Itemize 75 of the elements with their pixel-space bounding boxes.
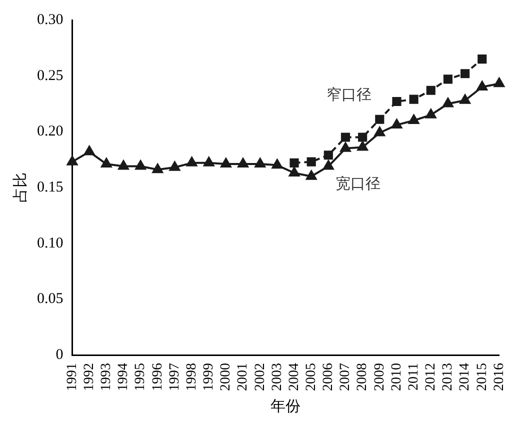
point [460,94,470,104]
point [374,126,385,136]
y-tick-label: 0.05 [37,291,64,308]
series-label: 宽口径 [336,175,380,192]
y-axis-title: 占比 [12,172,29,202]
point [375,114,384,124]
x-tick-label: 2002 [252,363,268,391]
point [306,157,316,166]
point [306,170,317,180]
y-tick-label: 0 [56,346,64,363]
x-tick-label: 2013 [440,363,456,391]
point [84,146,95,156]
x-tick-label: 2014 [458,363,473,391]
x-tick-label: 1995 [133,363,148,391]
point [220,158,232,168]
point [135,160,146,170]
point [288,166,300,176]
y-tick-label: 0.20 [37,124,64,140]
point [478,54,487,64]
point [476,81,488,90]
point [290,158,299,168]
point [118,160,129,170]
point [254,158,266,168]
point [272,159,283,169]
y-tick-label: 0.25 [37,68,64,84]
point [443,74,452,84]
x-tick-label: 1993 [99,363,114,391]
point [409,94,418,104]
x-tick-label: 2001 [236,363,251,391]
x-tick-label: 2016 [492,363,507,391]
x-tick-label: 1997 [167,363,182,391]
point [426,86,436,95]
x-axis-title: 年份 [270,398,301,415]
x-tick-label: 2010 [389,363,404,391]
x-tick-label: 2006 [321,363,336,391]
x-tick-label: 2004 [286,363,302,391]
point [392,96,402,106]
point [66,156,78,166]
x-tick-label: 2000 [218,363,234,391]
x-tick-label: 1999 [202,363,217,391]
x-tick-label: 1998 [184,363,200,391]
point [340,142,351,152]
point [340,132,350,142]
point [324,150,333,160]
y-tick-label: 0.10 [37,235,64,252]
point [408,114,420,124]
x-tick-label: 2015 [474,363,490,391]
x-tick-label: 1994 [116,363,132,391]
point [358,132,368,142]
point [426,108,436,118]
point [391,118,402,128]
point [238,158,248,168]
point [186,156,198,166]
y-tick-label: 0.15 [37,179,64,196]
x-tick-label: 2012 [424,363,439,391]
x-tick-label: 2007 [338,363,354,391]
point [460,69,470,78]
x-tick-label: 2003 [270,363,285,391]
point [204,156,214,166]
x-tick-label: 2005 [304,363,320,391]
x-tick-label: 1992 [82,363,97,391]
x-tick-label: 2008 [355,363,370,391]
point [101,158,112,168]
x-tick-label: 2009 [372,363,388,391]
point [442,98,454,108]
x-tick-label: 1996 [150,363,166,391]
point [169,161,180,171]
point [357,141,368,151]
series-label: 窄口径 [326,86,372,104]
x-tick-label: 1991 [64,363,80,391]
point [152,164,163,174]
point [323,160,334,170]
point [494,78,505,88]
y-tick-label: 0.30 [37,12,64,28]
x-tick-label: 2011 [406,363,422,390]
